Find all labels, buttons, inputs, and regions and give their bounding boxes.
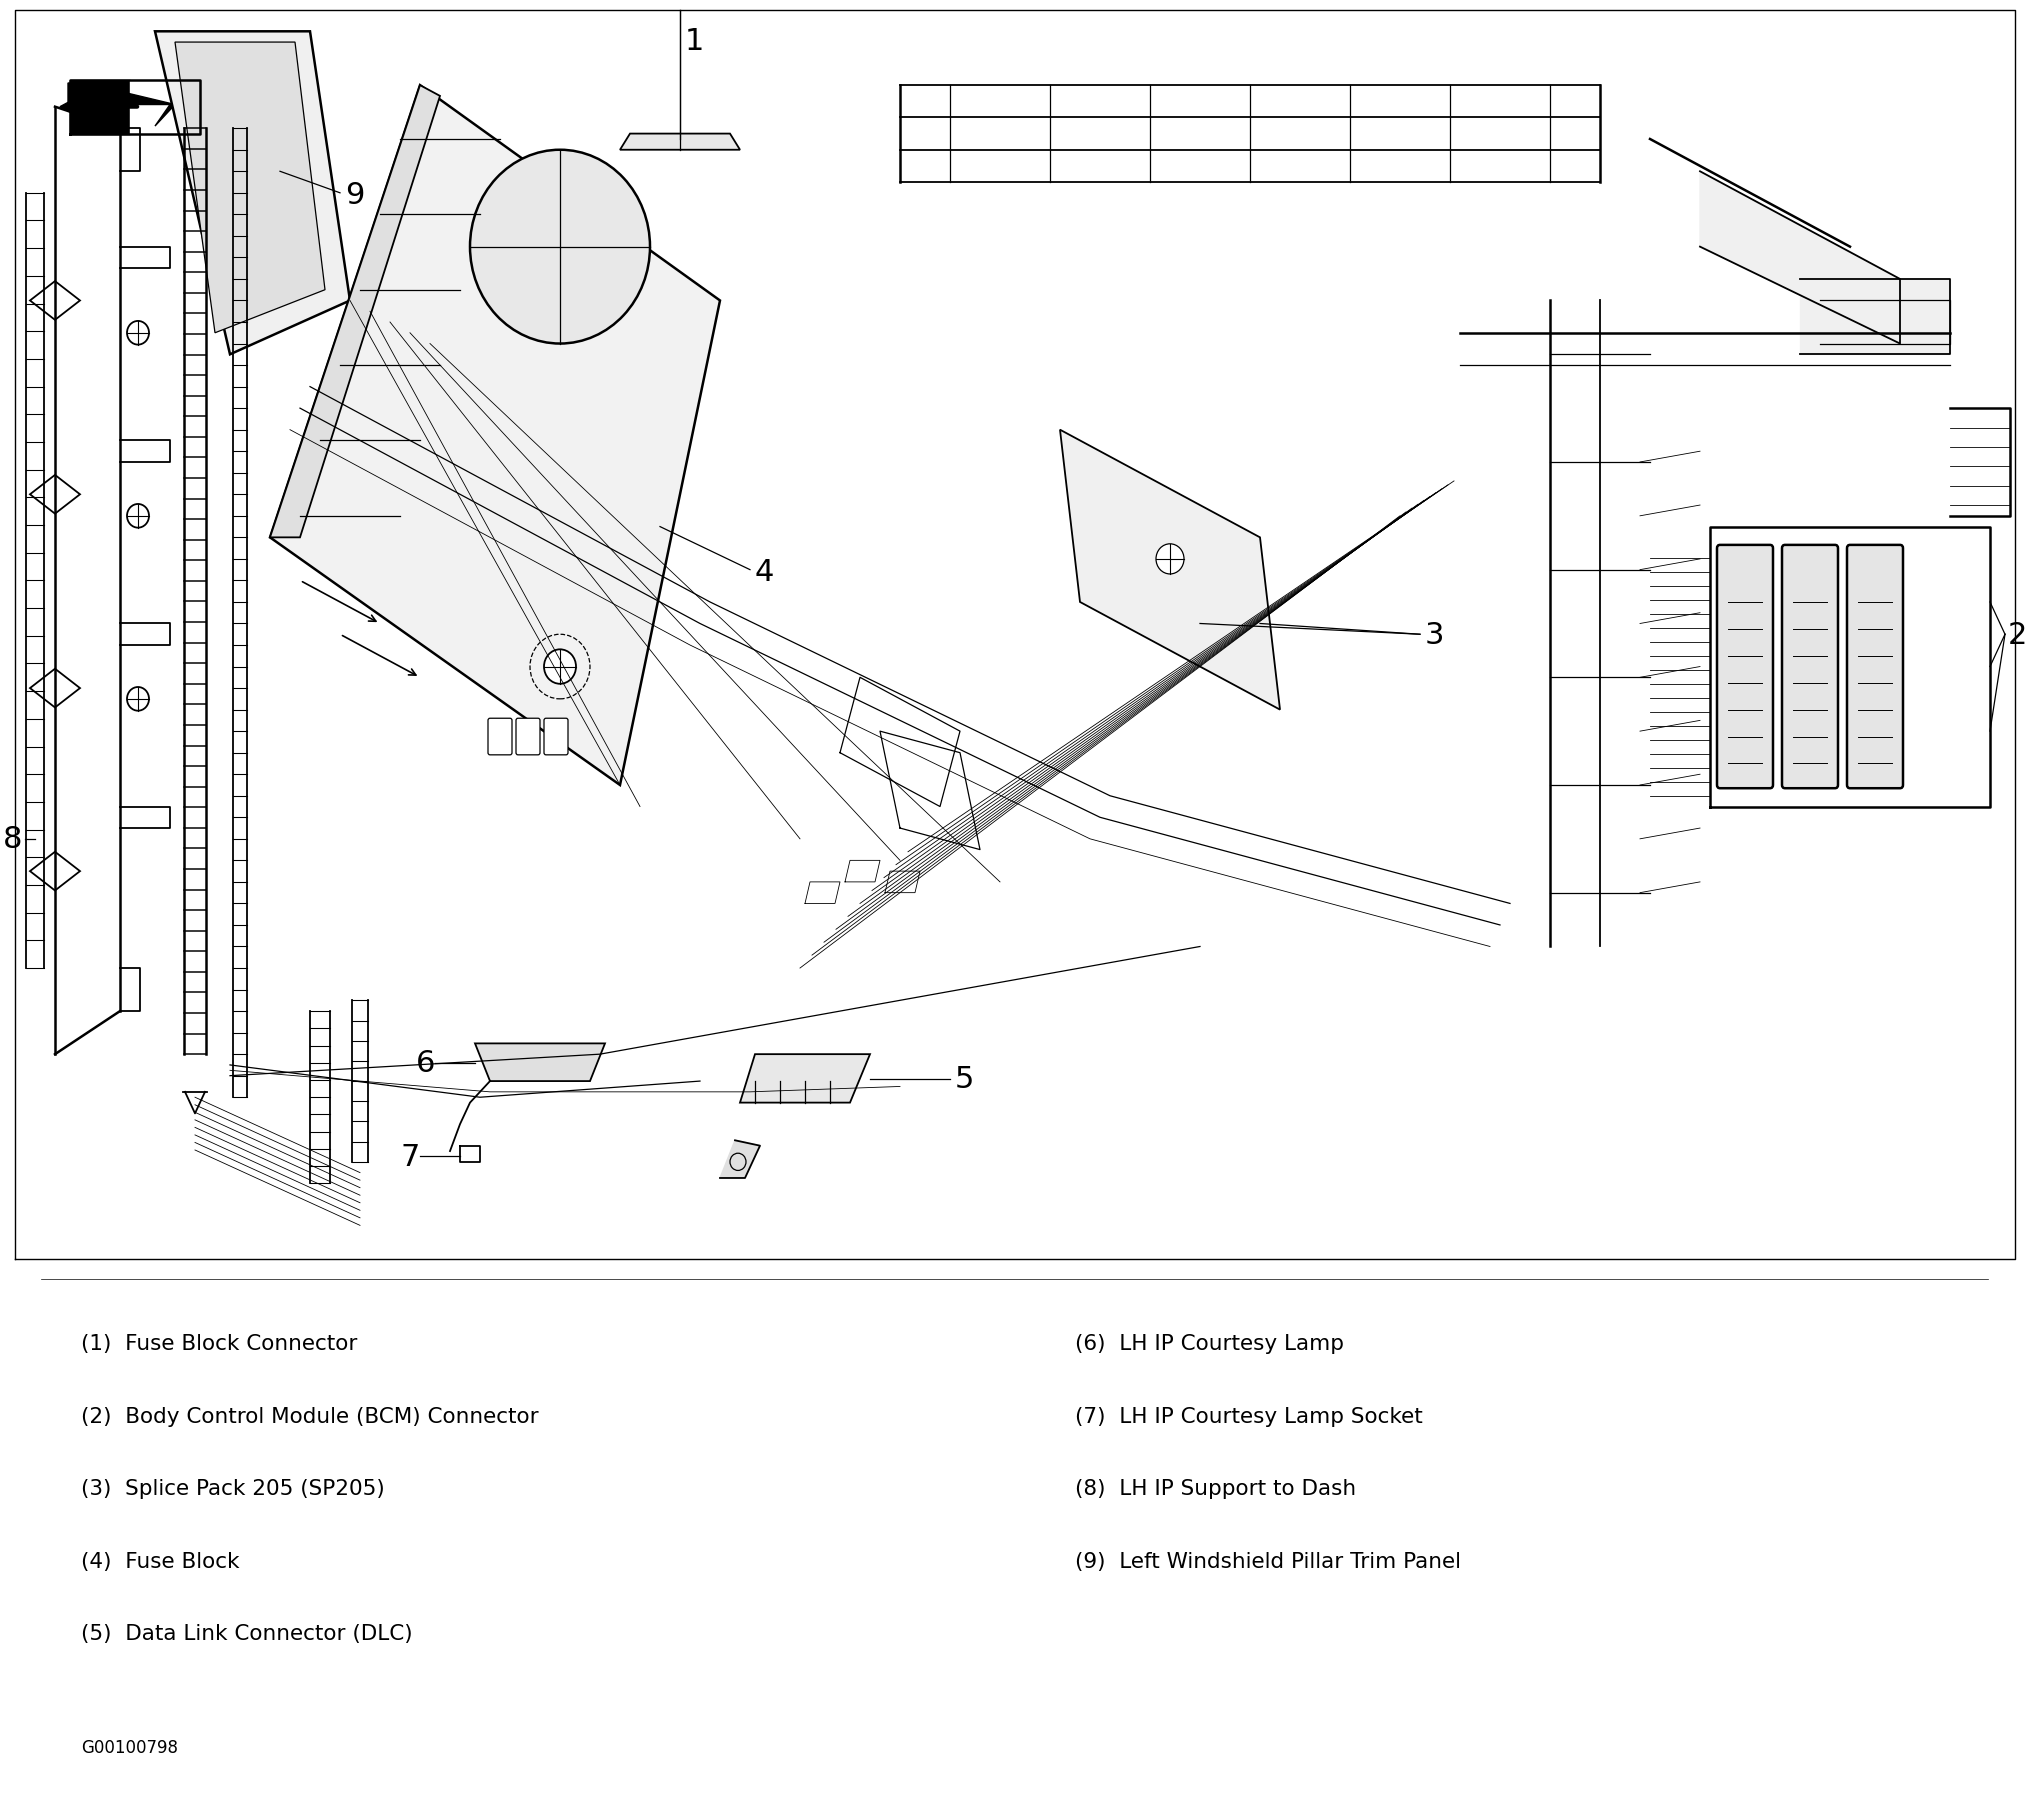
Polygon shape [130, 80, 201, 134]
Polygon shape [69, 83, 174, 127]
Text: 4: 4 [755, 559, 775, 588]
Text: (7)  LH IP Courtesy Lamp Socket: (7) LH IP Courtesy Lamp Socket [1075, 1406, 1422, 1426]
Polygon shape [1059, 430, 1280, 711]
Text: (6)  LH IP Courtesy Lamp: (6) LH IP Courtesy Lamp [1075, 1333, 1345, 1353]
Polygon shape [475, 1043, 605, 1081]
Polygon shape [270, 85, 720, 785]
Circle shape [1157, 544, 1185, 575]
Polygon shape [69, 80, 130, 134]
Polygon shape [270, 85, 440, 539]
Polygon shape [174, 44, 325, 334]
Text: (9)  Left Windshield Pillar Trim Panel: (9) Left Windshield Pillar Trim Panel [1075, 1551, 1461, 1571]
FancyBboxPatch shape [515, 718, 540, 755]
FancyBboxPatch shape [1846, 546, 1903, 789]
Text: 8: 8 [2, 825, 22, 854]
Polygon shape [154, 33, 349, 356]
Circle shape [544, 649, 576, 684]
Text: 7: 7 [400, 1143, 420, 1172]
Text: 6: 6 [416, 1048, 434, 1078]
Text: 2: 2 [2009, 620, 2027, 649]
Polygon shape [61, 85, 99, 107]
FancyBboxPatch shape [1717, 546, 1773, 789]
Text: 5: 5 [956, 1065, 974, 1094]
FancyBboxPatch shape [1781, 546, 1838, 789]
Polygon shape [61, 107, 99, 129]
FancyBboxPatch shape [489, 718, 511, 755]
Text: 3: 3 [1424, 620, 1445, 649]
Text: 1: 1 [686, 27, 704, 56]
FancyBboxPatch shape [544, 718, 568, 755]
Polygon shape [720, 1141, 761, 1179]
Text: (3)  Splice Pack 205 (SP205): (3) Splice Pack 205 (SP205) [81, 1478, 386, 1498]
Polygon shape [1800, 279, 1950, 356]
Text: 9: 9 [345, 181, 365, 210]
Polygon shape [621, 134, 741, 151]
Polygon shape [1700, 172, 1899, 345]
Text: (4)  Fuse Block: (4) Fuse Block [81, 1551, 239, 1571]
Text: (1)  Fuse Block Connector: (1) Fuse Block Connector [81, 1333, 357, 1353]
Polygon shape [741, 1054, 870, 1103]
Text: (5)  Data Link Connector (DLC): (5) Data Link Connector (DLC) [81, 1624, 412, 1643]
Text: (8)  LH IP Support to Dash: (8) LH IP Support to Dash [1075, 1478, 1357, 1498]
Text: (2)  Body Control Module (BCM) Connector: (2) Body Control Module (BCM) Connector [81, 1406, 540, 1426]
Circle shape [471, 151, 649, 345]
Text: G00100798: G00100798 [81, 1738, 179, 1756]
